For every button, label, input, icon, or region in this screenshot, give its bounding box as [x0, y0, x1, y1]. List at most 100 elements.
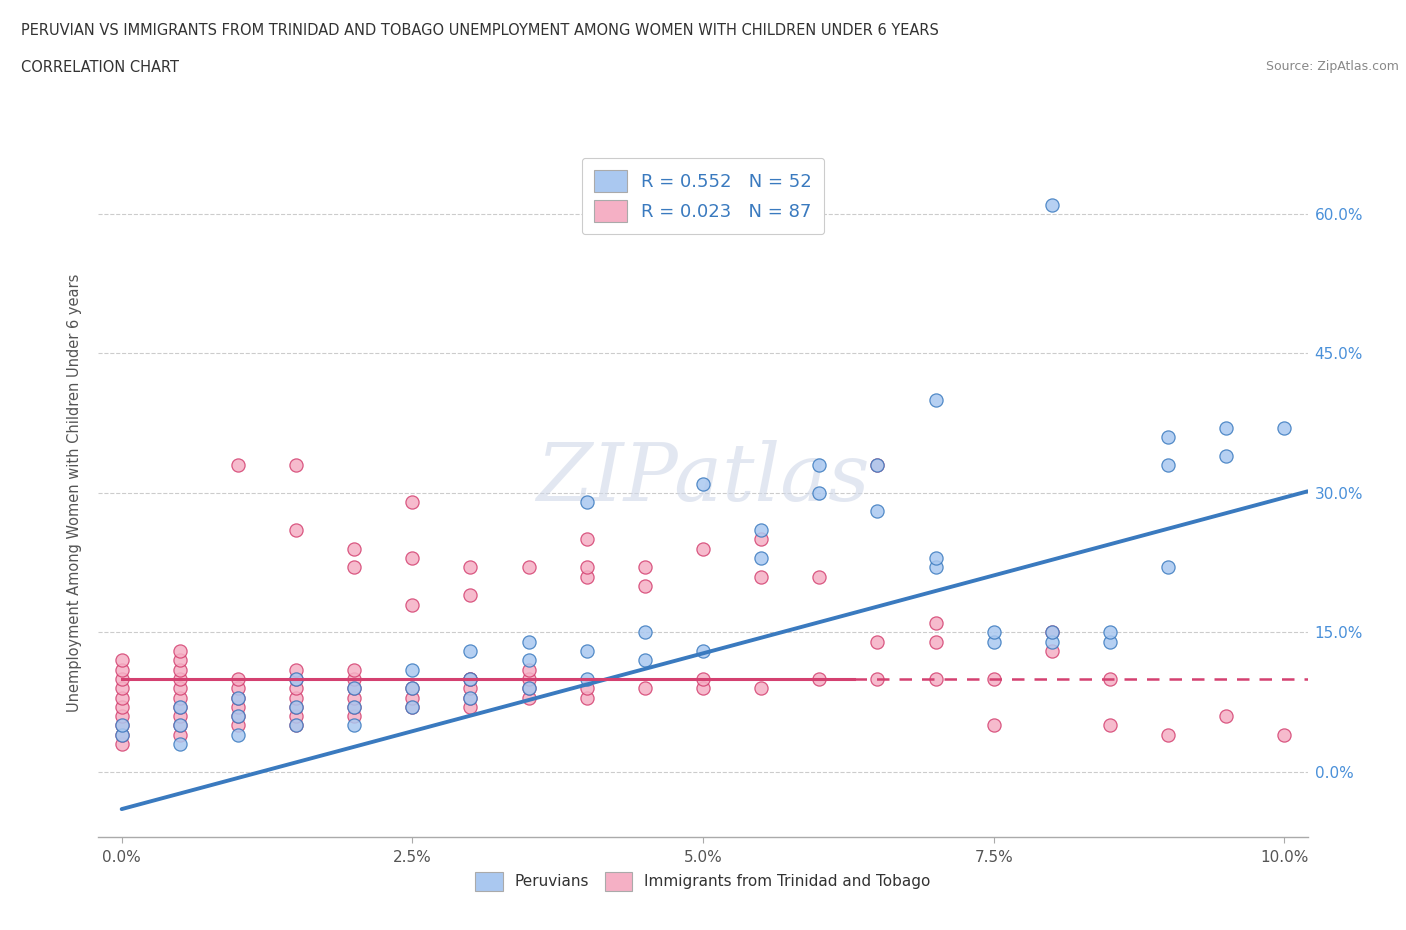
- Point: [517, 634, 540, 649]
- Point: [808, 485, 831, 500]
- Point: [401, 699, 423, 714]
- Legend: Peruvians, Immigrants from Trinidad and Tobago: Peruvians, Immigrants from Trinidad and …: [468, 864, 938, 898]
- Point: [808, 569, 831, 584]
- Point: [749, 569, 772, 584]
- Point: [111, 653, 134, 668]
- Point: [111, 690, 134, 705]
- Point: [401, 495, 423, 510]
- Point: [401, 699, 423, 714]
- Point: [226, 690, 249, 705]
- Point: [226, 671, 249, 686]
- Point: [111, 709, 134, 724]
- Point: [169, 662, 191, 677]
- Point: [401, 597, 423, 612]
- Point: [575, 569, 598, 584]
- Point: [1040, 625, 1063, 640]
- Point: [983, 625, 1005, 640]
- Point: [226, 718, 249, 733]
- Point: [111, 718, 134, 733]
- Text: Source: ZipAtlas.com: Source: ZipAtlas.com: [1265, 60, 1399, 73]
- Point: [517, 690, 540, 705]
- Point: [460, 671, 482, 686]
- Point: [1157, 560, 1180, 575]
- Point: [343, 699, 366, 714]
- Point: [460, 644, 482, 658]
- Point: [749, 532, 772, 547]
- Point: [575, 644, 598, 658]
- Point: [285, 690, 308, 705]
- Point: [1157, 430, 1180, 445]
- Point: [692, 681, 714, 696]
- Point: [692, 671, 714, 686]
- Point: [343, 560, 366, 575]
- Point: [517, 681, 540, 696]
- Point: [111, 727, 134, 742]
- Point: [1040, 644, 1063, 658]
- Point: [692, 644, 714, 658]
- Point: [1157, 458, 1180, 472]
- Point: [749, 551, 772, 565]
- Point: [634, 681, 657, 696]
- Text: PERUVIAN VS IMMIGRANTS FROM TRINIDAD AND TOBAGO UNEMPLOYMENT AMONG WOMEN WITH CH: PERUVIAN VS IMMIGRANTS FROM TRINIDAD AND…: [21, 23, 939, 38]
- Point: [924, 560, 946, 575]
- Point: [460, 699, 482, 714]
- Point: [1215, 709, 1237, 724]
- Point: [634, 560, 657, 575]
- Point: [575, 690, 598, 705]
- Point: [1098, 718, 1121, 733]
- Point: [692, 476, 714, 491]
- Point: [169, 699, 191, 714]
- Point: [169, 727, 191, 742]
- Point: [866, 458, 889, 472]
- Y-axis label: Unemployment Among Women with Children Under 6 years: Unemployment Among Women with Children U…: [67, 273, 83, 712]
- Point: [343, 681, 366, 696]
- Point: [401, 681, 423, 696]
- Point: [169, 671, 191, 686]
- Point: [924, 392, 946, 407]
- Point: [924, 634, 946, 649]
- Point: [285, 709, 308, 724]
- Point: [575, 671, 598, 686]
- Point: [1098, 625, 1121, 640]
- Point: [1157, 727, 1180, 742]
- Point: [1098, 634, 1121, 649]
- Point: [866, 634, 889, 649]
- Point: [460, 681, 482, 696]
- Point: [111, 718, 134, 733]
- Point: [343, 541, 366, 556]
- Point: [983, 671, 1005, 686]
- Point: [285, 662, 308, 677]
- Point: [517, 671, 540, 686]
- Point: [343, 671, 366, 686]
- Point: [169, 718, 191, 733]
- Point: [517, 662, 540, 677]
- Point: [111, 671, 134, 686]
- Point: [226, 727, 249, 742]
- Point: [343, 681, 366, 696]
- Point: [169, 699, 191, 714]
- Point: [460, 690, 482, 705]
- Point: [169, 653, 191, 668]
- Point: [111, 681, 134, 696]
- Point: [1098, 671, 1121, 686]
- Point: [343, 709, 366, 724]
- Point: [226, 709, 249, 724]
- Point: [285, 671, 308, 686]
- Point: [517, 560, 540, 575]
- Point: [226, 690, 249, 705]
- Point: [285, 523, 308, 538]
- Point: [924, 616, 946, 631]
- Point: [226, 709, 249, 724]
- Point: [575, 681, 598, 696]
- Point: [285, 458, 308, 472]
- Point: [169, 644, 191, 658]
- Point: [460, 671, 482, 686]
- Point: [343, 718, 366, 733]
- Point: [285, 671, 308, 686]
- Point: [575, 560, 598, 575]
- Point: [401, 662, 423, 677]
- Point: [1272, 727, 1295, 742]
- Point: [285, 681, 308, 696]
- Point: [866, 671, 889, 686]
- Point: [285, 718, 308, 733]
